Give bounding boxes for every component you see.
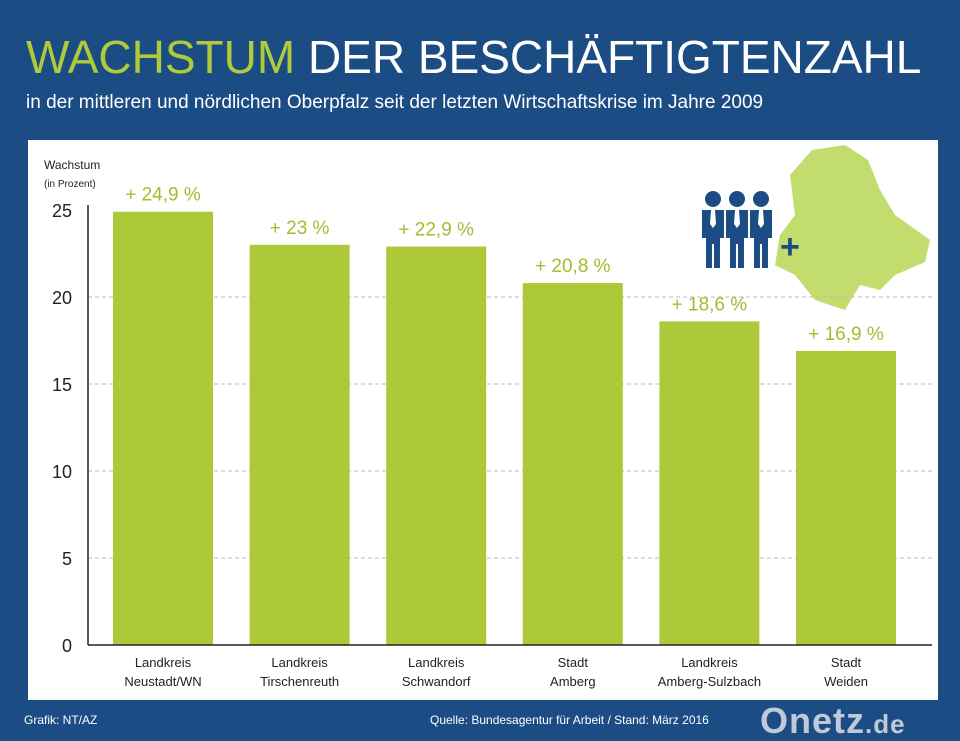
bar bbox=[113, 211, 213, 646]
chart-title: WACHSTUM DER BESCHÄFTIGTENZAHL bbox=[26, 30, 921, 84]
x-tick-label: Landkreis bbox=[135, 655, 192, 670]
bar bbox=[796, 350, 896, 645]
bar bbox=[249, 244, 350, 646]
x-tick-label: Stadt bbox=[831, 655, 862, 670]
x-tick-label: Amberg bbox=[550, 674, 596, 689]
data-label: + 18,6 % bbox=[672, 294, 748, 315]
y-tick-label: 10 bbox=[52, 462, 72, 482]
x-tick-label: Stadt bbox=[558, 655, 589, 670]
x-tick-label: Weiden bbox=[824, 674, 868, 689]
bar bbox=[659, 321, 760, 645]
data-label: + 20,8 % bbox=[535, 256, 611, 277]
x-tick-label: Landkreis bbox=[681, 655, 738, 670]
y-tick-label: 20 bbox=[52, 288, 72, 308]
oberpfalz-map-icon bbox=[775, 145, 930, 310]
x-tick-label: Landkreis bbox=[408, 655, 465, 670]
plus-icon: + bbox=[780, 228, 800, 266]
y-tick-label: 0 bbox=[62, 636, 72, 656]
title-highlight: WACHSTUM bbox=[26, 31, 296, 83]
y-axis-label: Wachstum bbox=[44, 158, 100, 172]
data-label: + 22,9 % bbox=[398, 220, 474, 241]
x-tick-label: Amberg-Sulzbach bbox=[658, 674, 761, 689]
data-label: + 24,9 % bbox=[125, 185, 201, 206]
footer-source: Quelle: Bundesagentur für Arbeit / Stand… bbox=[430, 713, 709, 727]
footer-credit: Grafik: NT/AZ bbox=[24, 713, 98, 727]
people-icon bbox=[702, 191, 772, 268]
y-tick-label: 15 bbox=[52, 375, 72, 395]
bar bbox=[522, 283, 623, 645]
y-axis-sublabel: (in Prozent) bbox=[44, 179, 96, 190]
x-tick-label: Schwandorf bbox=[402, 674, 471, 689]
chart-subtitle: in der mittleren und nördlichen Oberpfal… bbox=[26, 92, 764, 113]
bar bbox=[386, 246, 487, 646]
data-label: + 16,9 % bbox=[808, 324, 884, 345]
data-label: + 23 % bbox=[270, 218, 330, 239]
x-tick-label: Neustadt/WN bbox=[124, 674, 201, 689]
y-tick-label: 5 bbox=[62, 549, 72, 569]
title-rest: DER BESCHÄFTIGTENZAHL bbox=[307, 31, 922, 83]
watermark-logo: Onetz.de bbox=[760, 700, 906, 741]
y-tick-label: 25 bbox=[52, 201, 72, 221]
x-tick-label: Tirschenreuth bbox=[260, 674, 339, 689]
x-tick-label: Landkreis bbox=[271, 655, 328, 670]
